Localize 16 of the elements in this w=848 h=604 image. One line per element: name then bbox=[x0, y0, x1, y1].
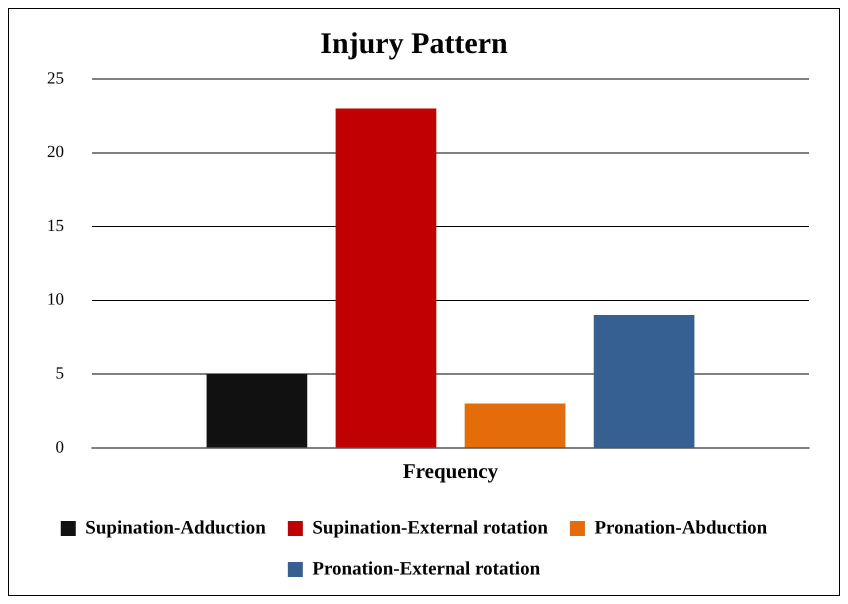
legend-label: Pronation-External rotation bbox=[312, 558, 541, 580]
chart-title: Injury Pattern bbox=[320, 26, 508, 60]
bar bbox=[336, 108, 436, 448]
legend-label: Supination-Adduction bbox=[85, 517, 266, 538]
bar bbox=[464, 404, 566, 448]
y-tick-label: 10 bbox=[47, 290, 64, 309]
bar bbox=[206, 374, 308, 448]
bar bbox=[594, 315, 694, 448]
y-tick-label: 20 bbox=[47, 142, 64, 162]
legend-label: Pronation-Abduction bbox=[594, 517, 768, 538]
y-tick-label: 0 bbox=[56, 437, 64, 456]
legend-label: Supination-External rotation bbox=[312, 517, 548, 538]
y-tick-label: 15 bbox=[47, 216, 64, 235]
y-tick-label: 5 bbox=[56, 364, 64, 383]
y-tick-label: 25 bbox=[47, 68, 64, 88]
x-tick-label: Frequency bbox=[402, 458, 499, 483]
